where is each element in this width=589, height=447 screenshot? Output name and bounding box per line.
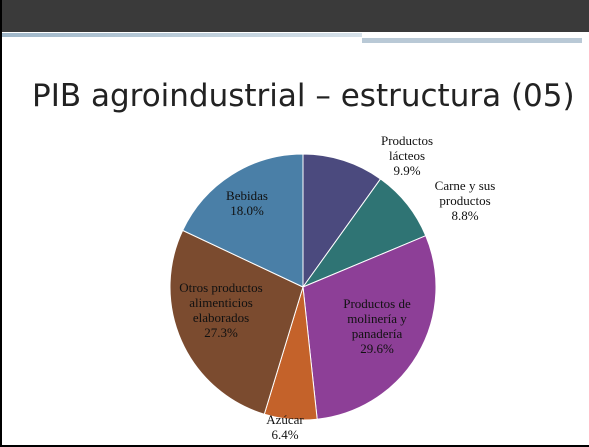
- pie-slice: [181, 153, 304, 288]
- category-label: Carne y sus productos: [434, 178, 496, 208]
- category-label: Productos de molinería y panadería: [343, 296, 411, 341]
- slice-label: Productos de molinería y panadería 29.6%: [322, 296, 432, 356]
- header-bar: [2, 0, 589, 32]
- pie-slice: [302, 235, 437, 420]
- slice-label: Otros productos alimenticios elaborados 2…: [176, 280, 266, 340]
- value-label: 6.4%: [271, 427, 299, 442]
- slice-label: Azúcar 6.4%: [255, 412, 315, 442]
- value-label: 18.0%: [230, 203, 264, 218]
- slice-label: Carne y sus productos 8.8%: [415, 178, 515, 223]
- header-stripe: [362, 38, 582, 43]
- category-label: Bebidas: [226, 188, 268, 203]
- value-label: 29.6%: [360, 341, 394, 356]
- chart-title: PIB agroindustrial – estructura (05): [32, 78, 575, 114]
- value-label: 9.9%: [393, 163, 421, 178]
- pie-slice: [302, 153, 382, 289]
- category-label: Otros productos alimenticios elaborados: [179, 280, 263, 325]
- slice-label: Productos lácteos 9.9%: [367, 133, 447, 178]
- value-label: 8.8%: [451, 208, 479, 223]
- slice-label: Bebidas 18.0%: [212, 188, 282, 218]
- category-label: Azúcar: [266, 412, 304, 427]
- header-stripe: [2, 33, 362, 37]
- pie-slice: [169, 229, 304, 415]
- value-label: 27.3%: [204, 325, 238, 340]
- category-label: Productos lácteos: [381, 133, 433, 163]
